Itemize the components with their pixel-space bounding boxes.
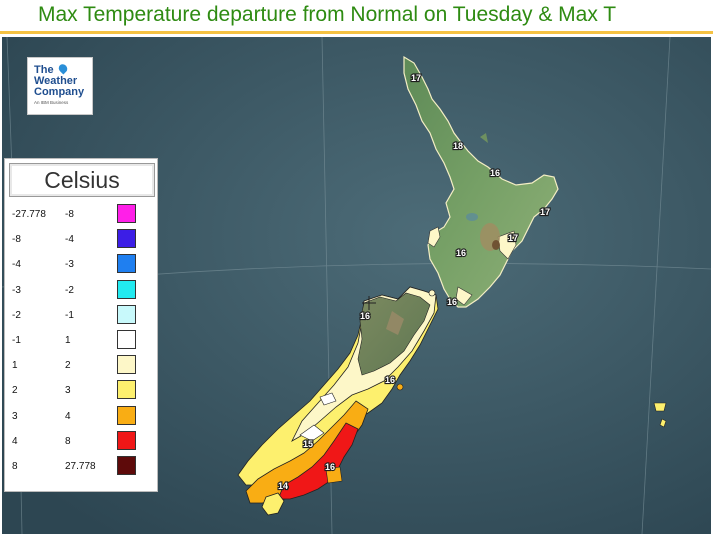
legend-low-value: 4 <box>12 435 18 447</box>
title-bar: Max Temperature departure from Normal on… <box>0 0 713 34</box>
legend-high-value: -3 <box>65 259 74 271</box>
legend-row: -3 -2 <box>5 279 159 305</box>
legend-low-value: -1 <box>12 335 21 346</box>
temp-label-canterbury: 15 <box>303 439 313 449</box>
south-island <box>237 286 439 516</box>
legend-title: Celsius <box>9 163 155 197</box>
temp-label-northland: 17 <box>411 73 421 83</box>
legend-high-value: -2 <box>65 284 74 296</box>
legend-low-value: 8 <box>12 461 18 472</box>
legend-color-swatch <box>117 380 136 400</box>
temp-label-hawkes-bay: 17 <box>508 233 518 243</box>
logo-line-1: The <box>34 64 54 76</box>
logo-line-3: Company <box>34 86 85 98</box>
temp-label-christchurch: 16 <box>385 375 395 385</box>
legend-color-swatch <box>117 330 136 349</box>
legend-high-value: 1 <box>65 335 71 346</box>
legend-high-value: -1 <box>65 309 74 321</box>
droplet-icon <box>56 62 70 75</box>
legend-high-value: 2 <box>65 360 71 372</box>
temp-label-wellington: 16 <box>447 297 457 307</box>
legend-low-value: -27.778 <box>12 209 46 220</box>
legend-low-value: 1 <box>12 360 18 372</box>
legend-color-swatch <box>117 204 136 223</box>
north-island <box>403 55 559 308</box>
temp-label-southland: 14 <box>278 481 288 491</box>
legend-low-value: -4 <box>12 259 21 271</box>
map-view[interactable]: 17 18 16 17 17 16 16 16 16 15 16 14 <box>2 37 711 534</box>
legend-color-swatch <box>117 254 136 274</box>
temp-label-bay-of-plenty: 16 <box>490 168 500 178</box>
legend-color-swatch <box>117 430 136 450</box>
legend-high-value: 8 <box>65 435 71 447</box>
legend-high-value: 3 <box>65 385 71 397</box>
legend-row: -1 1 <box>5 330 159 355</box>
legend-row: -4 -3 <box>5 254 159 279</box>
temp-label-taranaki: 16 <box>456 248 466 258</box>
legend-color-swatch <box>117 355 136 375</box>
legend-color-swatch <box>117 456 136 475</box>
legend-row: -2 -1 <box>5 304 159 330</box>
legend-color-swatch <box>117 229 136 249</box>
legend-row: -27.778 -8 <box>5 204 159 229</box>
legend-row: 8 27.778 <box>5 456 159 481</box>
logo-line-2: Weather <box>34 75 78 87</box>
legend-color-swatch <box>117 279 136 299</box>
logo-tagline: An IBM Business <box>34 100 69 105</box>
legend-low-value: -2 <box>12 309 21 321</box>
weather-company-logo: The Weather Company An IBM Business <box>27 57 93 115</box>
legend-color-swatch <box>117 304 136 324</box>
legend-low-value: 3 <box>12 410 18 422</box>
legend-low-value: -8 <box>12 234 21 246</box>
map-title: Max Temperature departure from Normal on… <box>38 3 617 26</box>
celsius-legend: Celsius -27.778 -8 -8 -4 -4 -3 -3 -2 -2 -1 -1 1 1 2 2 3… <box>4 158 158 492</box>
legend-low-value: 2 <box>12 385 18 397</box>
legend-low-value: -3 <box>12 284 21 296</box>
temp-label-nelson: 16 <box>360 311 370 321</box>
temp-label-east-cape: 17 <box>540 207 550 217</box>
legend-high-value: -8 <box>65 209 74 220</box>
temp-label-dunedin: 16 <box>325 462 335 472</box>
temp-label-auckland: 18 <box>453 141 463 151</box>
chatham-islands <box>653 402 667 428</box>
crosshair-marker <box>362 296 376 310</box>
legend-high-value: 4 <box>65 410 71 422</box>
legend-color-swatch <box>117 405 136 425</box>
legend-row: -8 -4 <box>5 229 159 254</box>
legend-high-value: 27.778 <box>65 461 96 472</box>
legend-high-value: -4 <box>65 234 74 246</box>
